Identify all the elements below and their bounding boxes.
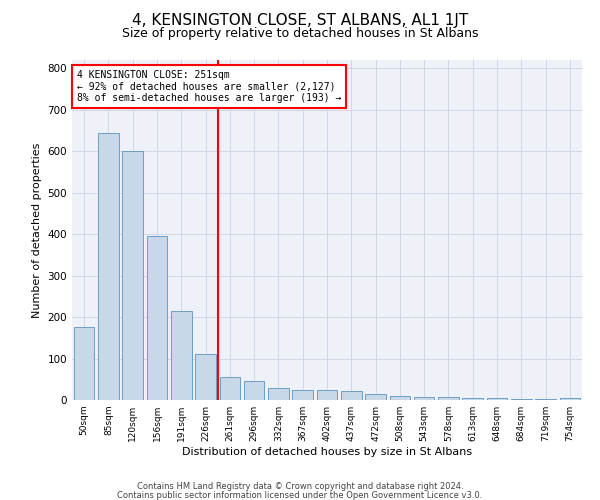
Bar (220, 377, 240, 400)
Bar (244, 382, 265, 400)
Text: Contains HM Land Registry data © Crown copyright and database right 2024.: Contains HM Land Registry data © Crown c… (137, 482, 463, 491)
Bar (511, 399, 532, 400)
Bar (74, 328, 94, 400)
Bar (292, 390, 313, 400)
Bar (560, 398, 580, 400)
Bar (146, 236, 167, 400)
Bar (171, 311, 191, 400)
Bar (535, 399, 556, 400)
Bar (122, 151, 143, 400)
Text: 4, KENSINGTON CLOSE, ST ALBANS, AL1 1JT: 4, KENSINGTON CLOSE, ST ALBANS, AL1 1JT (132, 12, 468, 28)
Bar (317, 390, 337, 400)
Text: 4 KENSINGTON CLOSE: 251sqm
← 92% of detached houses are smaller (2,127)
8% of se: 4 KENSINGTON CLOSE: 251sqm ← 92% of deta… (77, 70, 341, 103)
Bar (365, 394, 386, 400)
Y-axis label: Number of detached properties: Number of detached properties (32, 142, 42, 318)
Bar (438, 397, 459, 400)
Bar (414, 396, 434, 400)
Bar (341, 391, 362, 400)
X-axis label: Distribution of detached houses by size in St Albans: Distribution of detached houses by size … (182, 447, 472, 457)
Bar (98, 132, 119, 400)
Bar (268, 388, 289, 400)
Bar (463, 398, 483, 400)
Text: Contains public sector information licensed under the Open Government Licence v3: Contains public sector information licen… (118, 490, 482, 500)
Text: Size of property relative to detached houses in St Albans: Size of property relative to detached ho… (122, 28, 478, 40)
Bar (195, 354, 216, 400)
Bar (487, 398, 508, 400)
Bar (389, 396, 410, 400)
